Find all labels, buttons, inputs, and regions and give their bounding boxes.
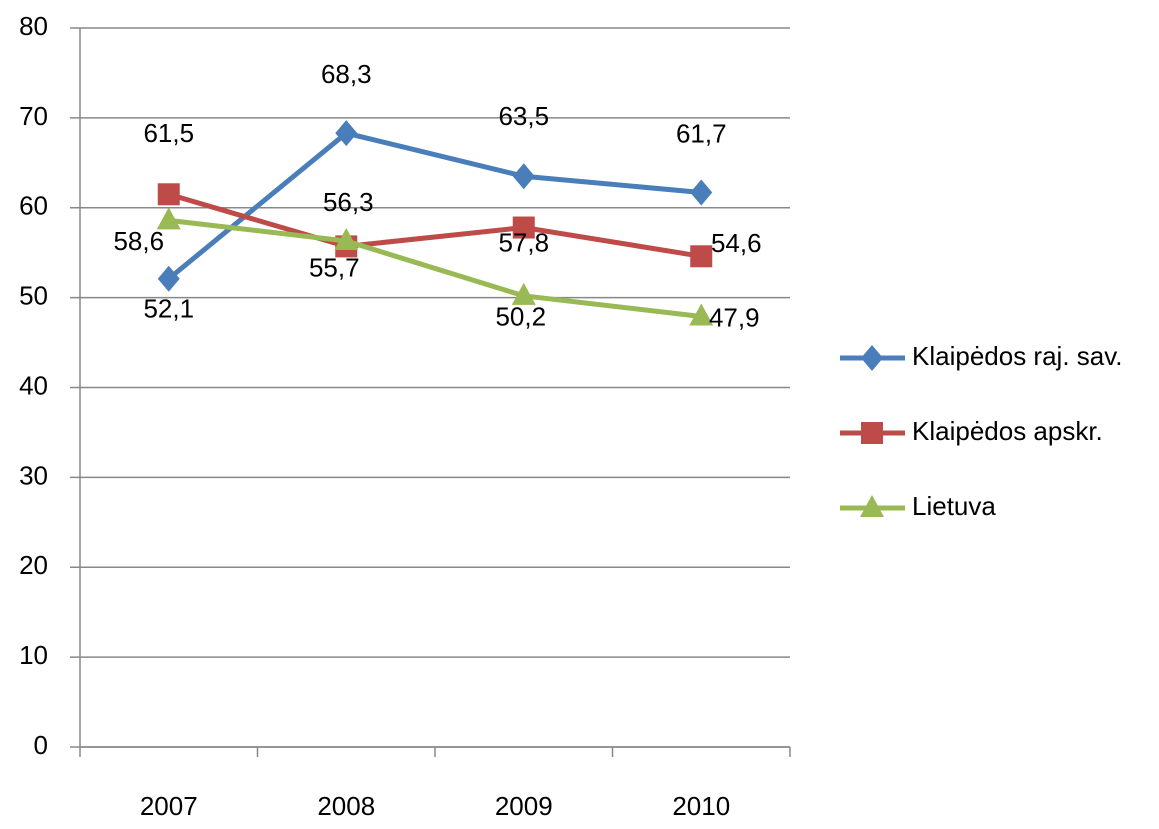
x-tick-label: 2010 bbox=[672, 791, 730, 821]
data-label: 47,9 bbox=[709, 302, 760, 332]
data-label: 56,3 bbox=[323, 187, 374, 217]
data-label: 50,2 bbox=[495, 302, 546, 332]
data-point bbox=[157, 265, 180, 292]
y-tick-label: 10 bbox=[19, 640, 48, 670]
series-line bbox=[168, 191, 702, 259]
data-point bbox=[512, 163, 535, 190]
y-tick-label: 30 bbox=[19, 460, 48, 490]
data-label: 57,8 bbox=[498, 227, 549, 257]
legend-marker bbox=[860, 495, 884, 517]
data-label: 61,5 bbox=[143, 118, 194, 148]
x-tick-label: 2007 bbox=[140, 791, 198, 821]
y-tick-label: 40 bbox=[19, 370, 48, 400]
data-point bbox=[689, 303, 714, 326]
legend-label: Klaipėdos raj. sav. bbox=[912, 341, 1123, 371]
data-label: 63,5 bbox=[498, 101, 549, 131]
series-line bbox=[167, 130, 702, 281]
y-tick-label: 80 bbox=[19, 11, 48, 41]
y-tick-label: 50 bbox=[19, 281, 48, 311]
legend-label: Lietuva bbox=[912, 491, 996, 521]
data-point bbox=[157, 183, 180, 206]
data-point bbox=[690, 179, 713, 206]
legend-marker bbox=[861, 422, 883, 444]
x-tick-label: 2008 bbox=[317, 791, 375, 821]
series-line bbox=[168, 217, 702, 319]
y-tick-label: 60 bbox=[19, 191, 48, 221]
y-tick-label: 70 bbox=[19, 101, 48, 131]
data-label: 55,7 bbox=[309, 252, 360, 282]
data-point bbox=[334, 228, 359, 251]
y-tick-label: 20 bbox=[19, 550, 48, 580]
data-label: 54,6 bbox=[711, 228, 762, 258]
data-label: 61,7 bbox=[676, 118, 727, 148]
x-tick-label: 2009 bbox=[495, 791, 553, 821]
data-label: 52,1 bbox=[143, 294, 194, 324]
legend-marker bbox=[861, 345, 883, 371]
data-point bbox=[511, 282, 536, 305]
data-label: 68,3 bbox=[321, 59, 372, 89]
y-tick-label: 0 bbox=[34, 730, 48, 760]
data-point bbox=[156, 207, 181, 230]
data-point bbox=[512, 216, 535, 239]
data-point bbox=[335, 120, 358, 147]
data-point bbox=[690, 245, 713, 268]
data-label: 58,6 bbox=[113, 226, 164, 256]
legend-label: Klaipėdos apskr. bbox=[912, 416, 1103, 446]
